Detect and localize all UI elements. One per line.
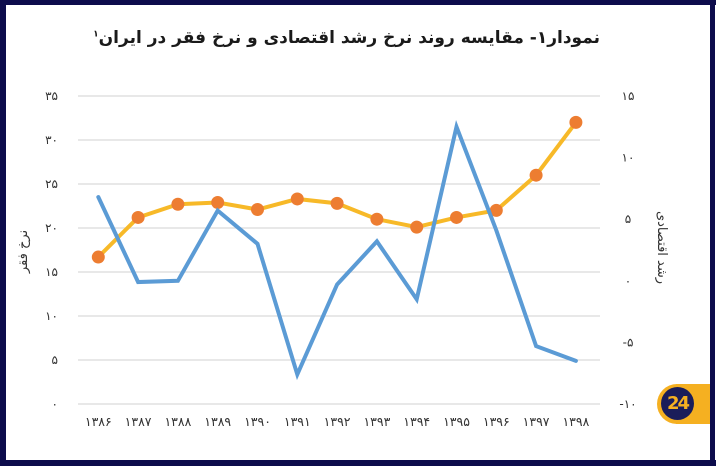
title-footnote: ۱ (93, 29, 99, 40)
x-axis-tick: ۱۳۸۷ (125, 414, 152, 429)
x-axis-tick: ۱۳۸۹ (204, 414, 231, 429)
x-axis-tick: ۱۳۹۰ (244, 414, 271, 429)
left-axis-tick: ۲۰ (45, 221, 58, 235)
poverty-rate-marker (529, 168, 543, 182)
chart-title-text: نمودار۱- مقایسه روند نرخ رشد اقتصادی و ن… (98, 28, 600, 48)
poverty-rate-marker (370, 212, 384, 226)
x-axis-tick: ۱۳۹۶ (483, 414, 510, 429)
left-axis-tick: ۱۰ (45, 309, 58, 323)
poverty-rate-marker (251, 203, 264, 217)
right-axis-tick: -۵ (623, 335, 634, 349)
x-axis-tick: ۱۳۹۲ (324, 414, 351, 429)
left-axis-tick: ۳۵ (45, 89, 58, 103)
x-axis-tick: ۱۳۹۷ (523, 414, 550, 429)
left-axis-tick: ۲۵ (45, 177, 58, 191)
x-axis-tick: ۱۳۹۵ (443, 414, 470, 429)
logo-icon: 24 (661, 387, 694, 420)
chart-title: نمودار۱- مقایسه روند نرخ رشد اقتصادی و ن… (93, 28, 600, 48)
poverty-rate-marker (91, 250, 105, 264)
right-axis-tick: ۱۵ (622, 89, 635, 103)
left-axis-tick: ۱۵ (45, 265, 58, 279)
poverty-rate-marker (569, 115, 583, 129)
x-axis-tick: ۱۳۹۴ (403, 414, 430, 429)
economic-growth-line (96, 119, 578, 381)
poverty-rate-marker (450, 210, 463, 224)
x-axis-tick: ۱۳۸۶ (85, 414, 112, 429)
poverty-rate-line (96, 120, 578, 260)
poverty-rate-marker (290, 192, 304, 206)
frame-border-left (0, 0, 6, 466)
left-axis-tick: ۵ (52, 353, 58, 367)
x-axis-tick: ۱۳۹۸ (562, 414, 589, 429)
right-axis-tick: ۵ (625, 212, 631, 226)
left-axis-tick: ۳۰ (45, 133, 58, 147)
right-axis-tick: ۱۰ (622, 151, 635, 165)
poverty-rate-marker (489, 203, 503, 217)
frame-border-bottom (0, 460, 716, 466)
x-axis-tick: ۱۳۹۳ (363, 414, 390, 429)
frame-border-top (0, 0, 716, 5)
poverty-rate-marker (171, 197, 185, 211)
poverty-rate-marker (410, 220, 424, 234)
right-axis-tick: ۰ (625, 274, 631, 288)
right-axis-title: رشد اقتصادی (654, 210, 670, 285)
poverty-rate-marker (211, 195, 225, 209)
left-axis-title: نرخ فقر (16, 229, 32, 274)
left-axis-tick: ۰ (52, 397, 58, 411)
poverty-rate-marker (330, 196, 344, 210)
right-axis-tick: -۱۰ (619, 397, 636, 411)
frame-border-right (710, 0, 715, 466)
x-axis-tick: ۱۳۸۸ (164, 414, 191, 429)
poverty-rate-marker (131, 210, 145, 224)
x-axis-tick: ۱۳۹۱ (284, 414, 311, 429)
